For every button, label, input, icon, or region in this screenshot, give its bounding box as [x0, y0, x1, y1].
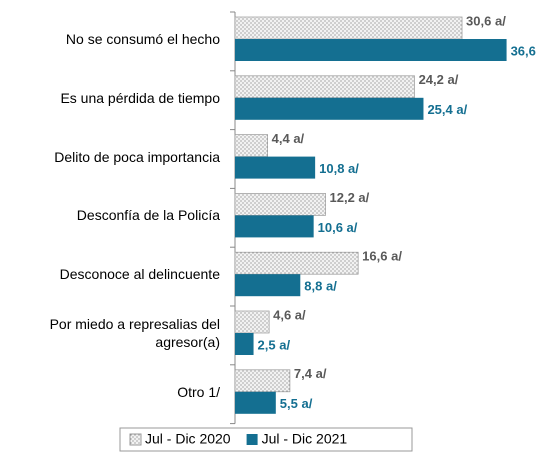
value-label: 8,8 a/: [304, 279, 337, 294]
value-label: 36,6: [511, 43, 536, 58]
bar: [235, 274, 301, 297]
value-label: 25,4 a/: [427, 102, 467, 117]
value-label: 2,5 a/: [258, 337, 291, 352]
legend-box: [119, 427, 413, 452]
bar: [234, 75, 415, 99]
legend-label: Jul - Dic 2021: [262, 431, 348, 447]
bar: [234, 134, 268, 157]
category-label: Por miedo a represalias del agresor(a): [49, 316, 220, 350]
value-label: 30,6 a/: [466, 13, 506, 28]
category-label: Delito de poca importancia: [54, 148, 220, 165]
legend-swatch: [246, 434, 258, 445]
value-label: 4,6 a/: [273, 307, 306, 322]
value-label: 16,6 a/: [362, 249, 402, 264]
category-label: Es una pérdida de tiempo: [60, 89, 220, 106]
value-label: 12,2 a/: [330, 190, 370, 205]
legend-swatch: [129, 433, 142, 446]
bar: [235, 391, 276, 414]
bar: [235, 39, 507, 61]
legend-label: Jul - Dic 2020: [145, 431, 231, 447]
category-label: Desconfía de la Policía: [76, 207, 220, 224]
value-label: 10,6 a/: [318, 220, 358, 235]
bar: [235, 97, 424, 120]
bar: [235, 156, 316, 179]
value-label: 5,5 a/: [280, 396, 313, 411]
bar: [234, 310, 270, 334]
bar: [234, 369, 291, 393]
value-label: 24,2 a/: [419, 72, 459, 87]
bar: [235, 215, 314, 238]
bar: [234, 16, 463, 40]
bar: [234, 193, 326, 216]
value-label: 7,4 a/: [294, 366, 327, 381]
category-label: Desconoce al delincuente: [59, 266, 220, 283]
category-label: No se consumó el hecho: [65, 31, 220, 47]
bar: [235, 333, 254, 355]
bar: [234, 251, 359, 275]
value-label: 10,8 a/: [319, 161, 359, 176]
value-label: 4,4 a/: [272, 131, 305, 146]
category-label: Otro 1/: [177, 383, 220, 400]
